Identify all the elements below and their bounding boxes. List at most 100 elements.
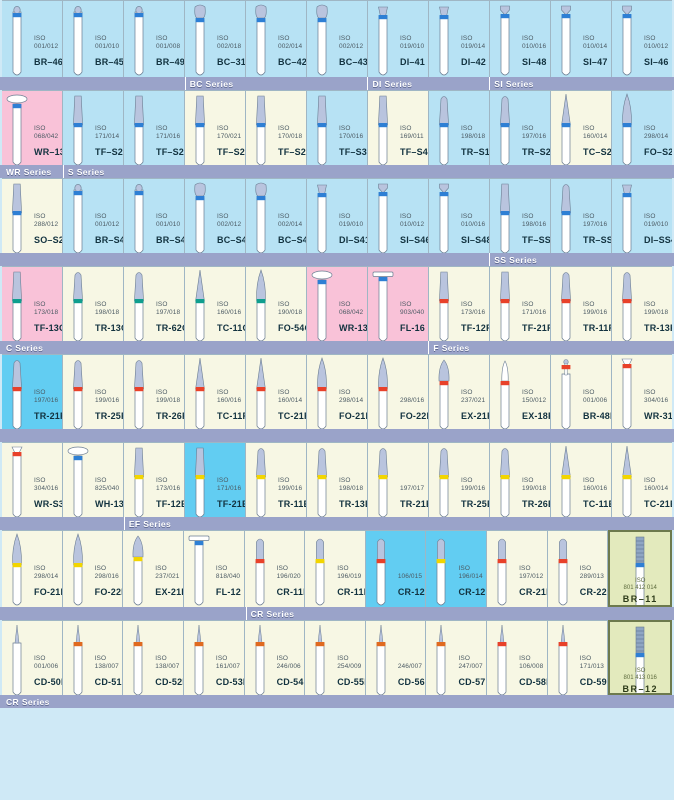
bur-cell[interactable]: ISO 160/016 TC-11F: [185, 354, 246, 429]
bur-cell[interactable]: ISO 010/016 SI–S48: [429, 178, 490, 253]
bur-cell[interactable]: ISO 010/016 SI–48: [490, 0, 551, 77]
bur-cell[interactable]: ISO 171/016 TF-21F: [490, 266, 551, 341]
bur-cell[interactable]: ISO 825/040 WH-13: [63, 442, 124, 517]
bur-cell[interactable]: ISO 010/012 SI–46: [612, 0, 672, 77]
bur-cell[interactable]: ISO 001/010 BR–45: [63, 0, 124, 77]
bur-cell[interactable]: ISO 001/012 BR–46: [2, 0, 63, 77]
bur-cell[interactable]: ISO 801 412 014 BR–11: [608, 530, 673, 607]
bur-cell[interactable]: ISO 150/012 EX-18F: [490, 354, 551, 429]
bur-cell[interactable]: ISO 002/018 BC–31: [185, 0, 246, 77]
bur-illustration: [426, 531, 456, 607]
bur-cell[interactable]: ISO 010/014 SI–47: [551, 0, 612, 77]
iso-label: ISO 010/012: [644, 35, 669, 50]
bur-cell[interactable]: ISO 199/018 TR-26F: [124, 354, 185, 429]
bur-cell[interactable]: 298/016 FO-22F: [368, 354, 429, 429]
bur-cell[interactable]: ISO 197/016 TR-21F: [2, 354, 63, 429]
bur-cell[interactable]: ISO 199/016 TR-25F: [63, 354, 124, 429]
bur-code: SI–46: [644, 57, 669, 67]
bur-code: SI–47: [583, 57, 608, 67]
bur-illustration: [426, 621, 456, 695]
bur-cell[interactable]: ISO 801 413 016 BR–12: [608, 620, 673, 695]
bur-cell[interactable]: ISO 160/016 TC-11C: [185, 266, 246, 341]
bur-cell[interactable]: ISO 001/008 BR–49: [124, 0, 185, 77]
bur-cell[interactable]: ISO 298/014 FO-21F: [307, 354, 368, 429]
bur-code: TR-13C: [95, 323, 123, 333]
iso-label: ISO 010/014: [583, 35, 608, 50]
bur-cell[interactable]: ISO 019/010 DI–S41: [307, 178, 368, 253]
bur-cell[interactable]: ISO 002/012 BC–43: [307, 0, 368, 77]
bur-cell[interactable]: ISO 160/014 TC-21F: [246, 354, 307, 429]
bur-cell[interactable]: ISO 010/012 SI–S46: [368, 178, 429, 253]
bur-cell[interactable]: ISO 199/016 TR-11F: [551, 266, 612, 341]
bur-code: FL-16: [400, 323, 426, 333]
bur-cell[interactable]: ISO 237/021 EX-21F: [429, 354, 490, 429]
bur-code: BC–43: [339, 57, 368, 67]
bur-cell[interactable]: ISO 019/010 DI–41: [368, 0, 429, 77]
bur-cell[interactable]: ISO 068/042 WR–13: [2, 90, 63, 165]
iso-label: ISO 254/009: [337, 655, 362, 670]
bur-cell[interactable]: ISO 173/016 TF-12F: [429, 266, 490, 341]
bur-cell[interactable]: ISO 818/040 FL-12: [183, 530, 245, 607]
bur-cell[interactable]: ISO 903/040 FL-16: [368, 266, 429, 341]
bur-cell[interactable]: 246/007 CD-56F: [365, 620, 427, 695]
bur-cell[interactable]: 106/015 CR-12F: [365, 530, 427, 607]
bur-cell[interactable]: ISO 173/018 TF-13C: [2, 266, 63, 341]
bur-cell[interactable]: ISO 002/014 BC–42: [246, 0, 307, 77]
bur-code: TF–S23: [278, 147, 307, 157]
bur-cell[interactable]: ISO 019/014 DI–42: [429, 0, 490, 77]
